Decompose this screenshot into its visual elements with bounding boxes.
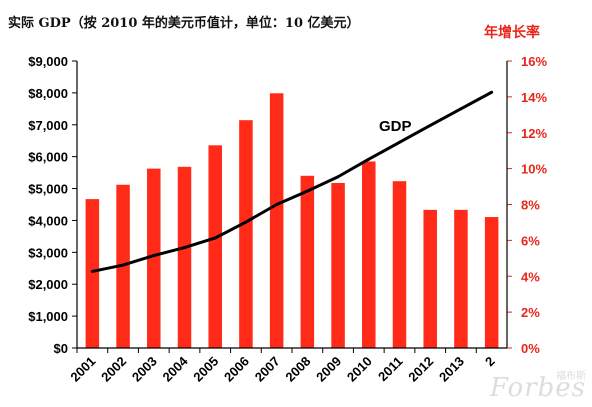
growth-bar bbox=[147, 168, 161, 348]
right-axis-tick-label: 10% bbox=[521, 162, 547, 177]
right-axis-tick-label: 0% bbox=[521, 341, 540, 356]
left-axis-tick-label: $3,000 bbox=[28, 245, 68, 260]
gdp-line-segment bbox=[336, 157, 371, 179]
growth-bar bbox=[423, 209, 437, 348]
left-axis-tick-label: $2,000 bbox=[28, 277, 68, 292]
x-axis-tick-label: 2005 bbox=[190, 354, 221, 385]
growth-bar bbox=[362, 161, 376, 348]
growth-bar bbox=[269, 93, 284, 348]
left-axis-tick-label: $4,000 bbox=[28, 213, 68, 228]
right-axis-tick-label: 4% bbox=[521, 269, 540, 284]
gdp-line-segment bbox=[244, 203, 279, 224]
left-axis-tick-label: $6,000 bbox=[28, 150, 68, 165]
right-axis-tick-label: 2% bbox=[521, 305, 540, 320]
growth-bar bbox=[177, 166, 192, 348]
forbes-watermark: 福布斯 Forbes bbox=[490, 367, 586, 403]
left-axis-tick-label: $0 bbox=[54, 341, 68, 356]
x-axis-tick-label: 2004 bbox=[160, 353, 192, 385]
gdp-line-segment bbox=[398, 123, 432, 144]
growth-bar bbox=[331, 182, 345, 348]
growth-bar bbox=[239, 120, 253, 348]
growth-bar bbox=[208, 145, 222, 348]
gdp-line-segment bbox=[305, 175, 340, 193]
x-axis-tick-label: 2013 bbox=[436, 354, 467, 385]
left-axis-tick-label: $7,000 bbox=[28, 118, 68, 133]
growth-bar bbox=[392, 181, 407, 348]
gdp-line-segment bbox=[367, 140, 401, 161]
watermark-en: Forbes bbox=[489, 373, 586, 403]
x-axis-tick-label: 2011 bbox=[375, 354, 406, 385]
right-axis-tick-label: 12% bbox=[521, 126, 547, 141]
gdp-line-segment bbox=[213, 220, 248, 240]
gdp-line-segment bbox=[459, 90, 494, 111]
x-axis-tick-label: 2002 bbox=[98, 354, 129, 385]
x-axis-tick-label: 2001 bbox=[67, 354, 98, 385]
x-axis-tick-label: 2007 bbox=[252, 354, 283, 385]
gdp-line-segment bbox=[121, 254, 156, 267]
gdp-line-label: GDP bbox=[379, 118, 412, 135]
x-axis-tick-label: 2008 bbox=[282, 354, 313, 385]
left-axis-tick-label: $1,000 bbox=[28, 309, 68, 324]
gdp-line-segment bbox=[183, 236, 217, 250]
left-axis-tick-label: $5,000 bbox=[28, 182, 68, 197]
right-axis-tick-label: 8% bbox=[521, 198, 540, 213]
left-axis-tick-label: $9,000 bbox=[28, 54, 68, 69]
growth-bar bbox=[85, 199, 100, 348]
x-axis-tick-label: 2012 bbox=[405, 354, 436, 385]
right-axis-tick-label: 16% bbox=[521, 54, 547, 69]
chart-title: 实际 GDP（按 2010 年的美元币值计，单位：10 亿美元） bbox=[8, 16, 360, 31]
left-axis-tick-label: $8,000 bbox=[28, 86, 68, 101]
x-axis-tick-label: 2006 bbox=[221, 354, 252, 385]
growth-bar bbox=[454, 209, 468, 348]
watermark-cn: 福布斯 bbox=[556, 371, 586, 382]
growth-bar bbox=[300, 175, 315, 348]
x-axis-tick-label: 2010 bbox=[344, 354, 375, 385]
right-axis-tick-label: 6% bbox=[521, 233, 540, 248]
right-axis-tick-label: 14% bbox=[521, 90, 547, 105]
gdp-line-segment bbox=[90, 263, 125, 273]
growth-bar bbox=[484, 217, 499, 348]
gdp-line-segment bbox=[152, 246, 186, 258]
x-axis-tick-label: 2003 bbox=[129, 354, 160, 385]
gdp-line-segment bbox=[428, 107, 463, 127]
gdp-line-segment bbox=[275, 189, 309, 206]
right-axis-title: 年增长率 bbox=[484, 25, 540, 41]
x-axis-tick-label: 2009 bbox=[313, 354, 344, 385]
